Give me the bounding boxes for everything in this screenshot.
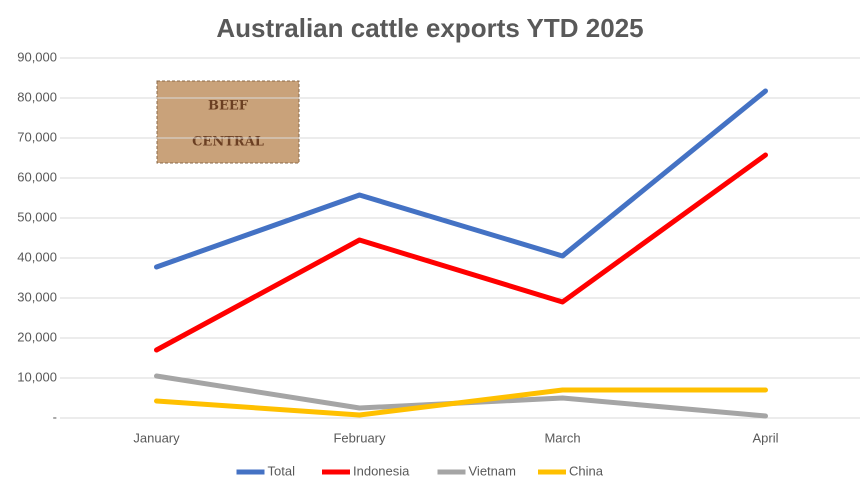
y-tick-label: 40,000 <box>17 249 57 264</box>
chart-title: Australian cattle exports YTD 2025 <box>216 13 643 43</box>
y-tick-label: 90,000 <box>17 49 57 64</box>
x-tick-label: April <box>752 430 778 445</box>
y-tick-label: - <box>53 409 57 424</box>
logo: BEEF CENTRAL <box>156 80 300 164</box>
line-series <box>154 387 768 418</box>
y-tick-label: 20,000 <box>17 329 57 344</box>
legend-label: China <box>569 463 604 478</box>
line-series <box>154 373 768 419</box>
line-series <box>154 152 768 353</box>
legend-label: Vietnam <box>469 463 516 478</box>
x-tick-label: January <box>133 430 180 445</box>
y-tick-label: 10,000 <box>17 369 57 384</box>
legend-label: Total <box>268 463 296 478</box>
y-tick-label: 30,000 <box>17 289 57 304</box>
logo-top: BEEF <box>208 99 249 114</box>
x-tick-label: March <box>544 430 580 445</box>
y-tick-label: 80,000 <box>17 89 57 104</box>
y-tick-label: 50,000 <box>17 209 57 224</box>
x-tick-label: February <box>333 430 386 445</box>
logo-background <box>156 80 300 164</box>
legend-label: Indonesia <box>353 463 410 478</box>
y-tick-label: 70,000 <box>17 129 57 144</box>
line-series <box>154 88 768 270</box>
logo-bottom: CENTRAL <box>192 135 264 150</box>
y-tick-label: 60,000 <box>17 169 57 184</box>
